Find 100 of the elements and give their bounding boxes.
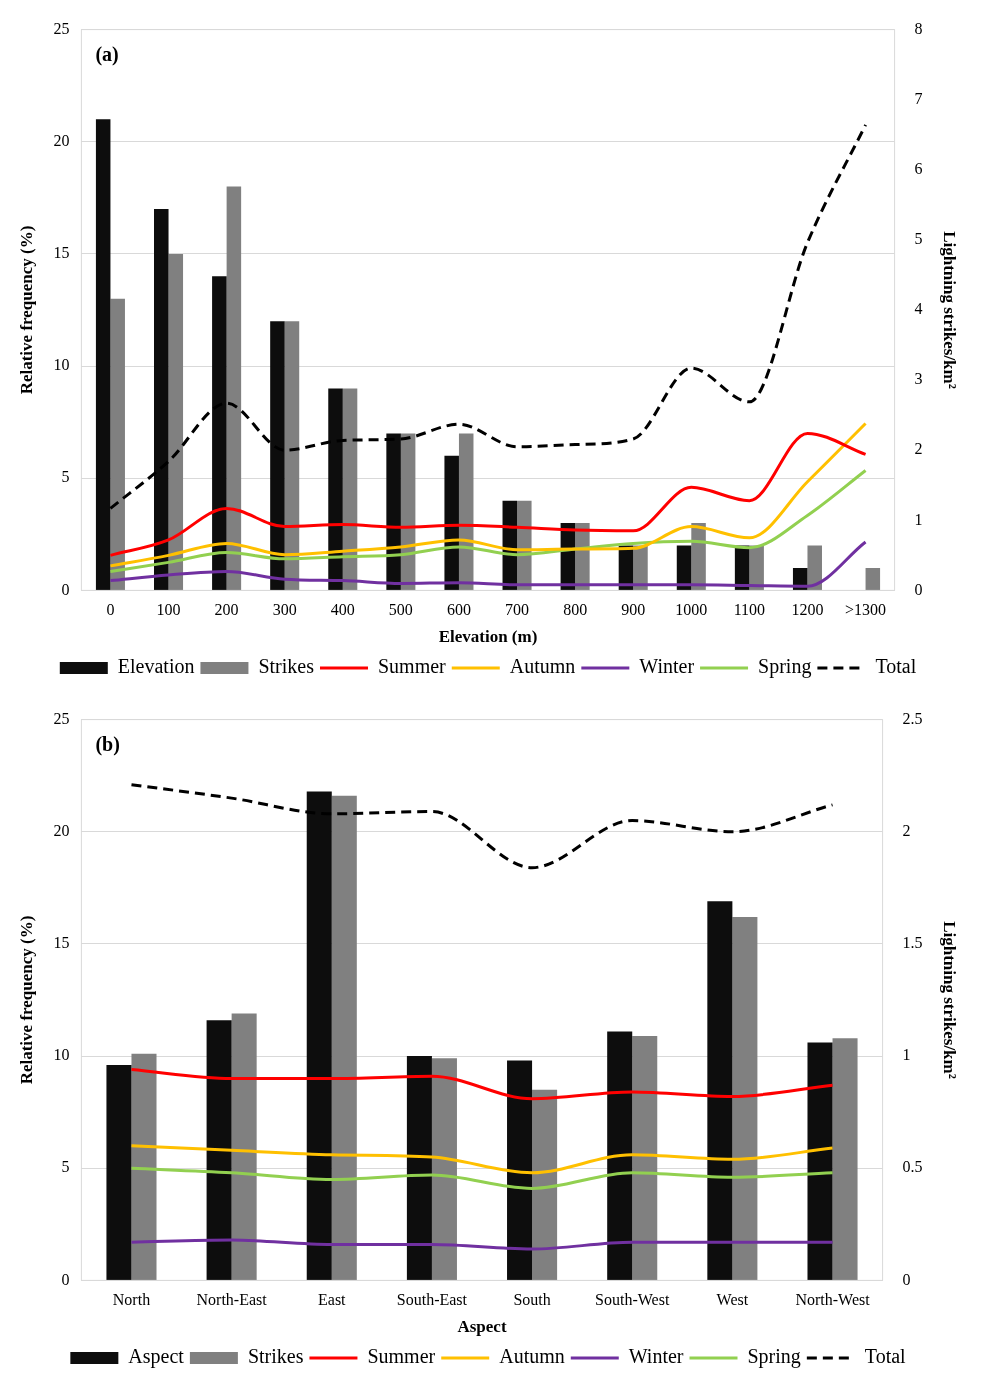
x-tick-label: 0 <box>106 601 115 619</box>
x-tick-label: East <box>318 1291 347 1309</box>
x-tick-label: South-East <box>396 1291 468 1309</box>
y2-tick-label: 6 <box>914 160 923 177</box>
bar <box>168 253 184 590</box>
x-tick-label: 1100 <box>733 601 766 619</box>
legend-label: Spring <box>758 655 812 679</box>
y2-tick-label: 5 <box>914 230 923 248</box>
bar <box>732 917 758 1280</box>
y-tick-label: 20 <box>53 821 70 839</box>
y-tick-label: 20 <box>53 131 70 149</box>
x-axis-title: Aspect <box>457 1317 507 1337</box>
x-tick-label: 300 <box>272 601 297 619</box>
bar <box>154 209 169 590</box>
y-tick-label: 10 <box>53 356 70 374</box>
y2-tick-label: 4 <box>914 300 923 318</box>
legend-label: Winter <box>639 655 695 678</box>
x-tick-label: North-West <box>795 1291 871 1309</box>
line-series <box>108 469 868 573</box>
y-tick-label: 5 <box>61 468 70 486</box>
x-tick-label: 1200 <box>791 601 824 619</box>
x-tick-label: 700 <box>505 601 530 619</box>
line-series <box>129 1238 835 1251</box>
x-tick-label: >1300 <box>845 601 887 619</box>
x-tick-label: South-West <box>595 1291 670 1309</box>
y2-tick-label: 1 <box>914 510 923 528</box>
legend-label: Winter <box>628 1345 684 1368</box>
annotation: (a) <box>95 42 119 66</box>
x-tick-label: 800 <box>563 601 588 619</box>
legend-label: Strikes <box>258 655 315 678</box>
bar <box>431 1058 457 1280</box>
y-tick-label: 25 <box>53 709 70 727</box>
bar <box>231 1013 257 1280</box>
bar <box>95 119 111 590</box>
y-tick-label: 0 <box>61 580 70 598</box>
y-tick-label: 25 <box>53 19 70 37</box>
legend-label: Autumn <box>509 655 576 678</box>
x-tick-label: 900 <box>621 601 646 619</box>
y2-tick-label: 0 <box>902 1270 911 1288</box>
bar <box>406 1056 432 1280</box>
legend-label: Elevation <box>117 655 195 678</box>
line-series <box>108 123 868 510</box>
x-tick-label: 500 <box>388 601 413 619</box>
legend-label: Autumn <box>499 1345 565 1368</box>
x-tick-label: North-East <box>196 1291 268 1309</box>
bar <box>444 455 459 590</box>
bar <box>832 1038 858 1280</box>
y-tick-label: 15 <box>53 934 70 952</box>
y2-tick-label: 7 <box>914 89 923 107</box>
line-series <box>129 1068 835 1101</box>
bar <box>532 1089 558 1280</box>
line-series <box>129 1166 835 1190</box>
y2-axis-title: Lightning strikes/km² <box>940 921 960 1079</box>
bar <box>632 1035 658 1280</box>
legend-label: Strikes <box>247 1345 304 1368</box>
bar <box>284 321 300 590</box>
bar <box>212 276 227 590</box>
x-tick-label: 600 <box>446 601 471 619</box>
y2-tick-label: 2 <box>902 821 911 839</box>
bar <box>270 321 285 590</box>
bar <box>807 1042 833 1280</box>
line-series <box>108 540 868 588</box>
y2-axis-title: Lightning strikes/km² <box>940 231 960 389</box>
x-tick-label: 100 <box>156 601 181 619</box>
annotation: (b) <box>95 732 120 756</box>
legend-label: Summer <box>378 655 447 678</box>
y2-tick-label: 2.5 <box>902 709 923 727</box>
bar <box>110 298 125 590</box>
bar <box>106 1065 132 1280</box>
bar <box>865 567 881 590</box>
bar <box>306 791 332 1280</box>
bar <box>807 545 822 590</box>
x-tick-label: West <box>716 1291 749 1309</box>
y2-tick-label: 0 <box>914 580 923 598</box>
bar <box>507 1060 533 1280</box>
legend-label: Aspect <box>128 1345 185 1369</box>
y2-tick-label: 1.5 <box>902 934 923 952</box>
y-axis-title: Relative frequency (%) <box>16 225 36 395</box>
x-axis-title: Elevation (m) <box>438 627 538 647</box>
x-tick-label: 1000 <box>675 601 708 619</box>
y-tick-label: 5 <box>61 1158 70 1176</box>
y2-tick-label: 8 <box>914 19 923 37</box>
bar <box>331 795 357 1280</box>
bar <box>226 186 242 590</box>
y-tick-label: 15 <box>53 244 70 262</box>
y-tick-label: 10 <box>53 1046 70 1064</box>
y2-tick-label: 2 <box>914 440 923 458</box>
x-tick-label: 200 <box>214 601 239 619</box>
bar <box>328 388 343 590</box>
y2-tick-label: 1 <box>902 1046 911 1064</box>
bar <box>342 388 358 590</box>
x-tick-label: North <box>112 1291 151 1309</box>
bar <box>749 545 764 590</box>
line-series <box>129 783 835 870</box>
legend-label: Summer <box>367 1345 436 1368</box>
x-tick-label: South <box>513 1291 551 1309</box>
x-tick-label: 400 <box>330 601 355 619</box>
bar <box>131 1053 157 1280</box>
bar <box>607 1031 633 1280</box>
bar <box>707 901 733 1280</box>
